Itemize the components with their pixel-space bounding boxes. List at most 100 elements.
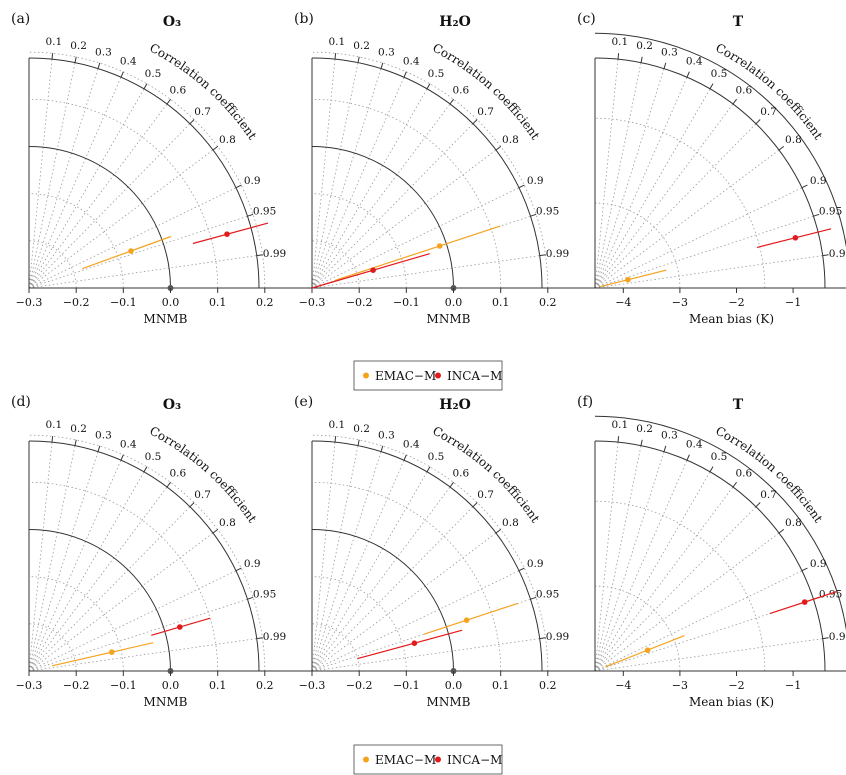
correlation-tick [120,71,124,78]
correlation-tick [97,62,101,69]
x-tick-label: 0.1 [209,296,227,309]
correlation-tick-label: 0.99 [546,248,569,260]
reference-arc [28,146,171,289]
x-tick-label: −0.2 [63,296,90,309]
correlation-tick-label: 0.9 [244,175,261,187]
x-tick-label: −2 [728,679,744,692]
correlation-ray [594,103,734,289]
data-point-emac-m [109,649,115,655]
correlation-tick [495,529,502,534]
x-tick-label: 0.2 [256,679,274,692]
x-axis-title: Mean bias (K) [689,312,774,326]
grid-ring [28,481,219,672]
correlation-tick-label: 0.8 [219,517,236,529]
correlation-tick [778,145,785,151]
correlation-tick-label: 0.4 [403,439,420,451]
data-point-inca-m [801,599,808,605]
correlation-tick-label: 0.6 [735,468,752,480]
correlation-axis-title-path: Correlation coefficient [147,41,259,143]
grid-ring [311,98,502,289]
correlation-tick [709,466,714,473]
legends: EMAC−M INCA−M EMAC−M INCA−M [353,360,502,775]
correlation-tick-label: 0.3 [95,429,112,441]
data-point-inca-m [370,267,376,274]
grid-ring [29,193,124,288]
correlation-tick-label: 0.95 [536,589,559,601]
x-tick-label: 0.0 [445,679,463,692]
curve-label-path [149,51,274,184]
data-point-emac-m [463,617,470,623]
x-tick-label: −1 [785,296,801,309]
grid-ring [28,51,266,289]
correlation-ray [311,59,336,289]
correlation-ray [28,638,257,672]
correlation-tick [709,83,714,90]
correlation-ray [311,255,540,289]
correlation-ray [28,451,99,672]
grid-ring [28,240,77,289]
range-line-emac-m [600,269,667,288]
correlation-ray [594,445,642,672]
x-tick-label: −1 [785,679,801,692]
correlation-ray [28,68,99,289]
correlation-tick-label: 0.6 [735,85,752,97]
correlation-axis-title-path: Correlation coefficient [713,41,825,143]
correlation-ray [594,149,780,289]
panel-title: H₂O [439,14,471,30]
correlation-tick-label: 0.2 [636,423,653,435]
correlation-tick [518,567,525,572]
correlation-tick [801,184,808,189]
correlation-ray [311,62,359,289]
correlation-tick-label: 0.2 [353,40,370,52]
correlation-axis-title: Correlation coefficient [713,424,825,526]
reference-arc [311,529,454,672]
correlation-tick [189,119,195,125]
x-tick-label: −0.1 [110,679,137,692]
correlation-axis-title-path: Correlation coefficient [147,424,259,526]
legend-marker-inca-m [435,756,441,763]
correlation-tick-label: 0.9 [810,175,827,187]
correlation-ray [28,471,145,672]
panel-letter: (c) [577,11,596,27]
correlation-tick [778,529,785,534]
range-line-emac-m [334,225,501,282]
x-axis-title: MNMB [144,695,188,709]
correlation-tick-label: 0.3 [661,46,678,58]
correlation-tick-label: 0.7 [760,489,777,501]
correlation-tick [495,145,502,151]
legend-marker-inca-m [435,372,441,379]
correlation-tick [813,213,820,217]
correlation-tick-label: 0.9 [527,175,544,187]
x-tick-label: −0.1 [110,296,137,309]
correlation-ray [311,445,359,672]
taylor-panel-b: 0.1 0.2 0.3 0.4 0.5 0.6 0.7 0.8 0.9 0.95 0.99 Corre… [294,11,595,326]
correlation-ray [594,255,823,289]
grid-ring [28,623,77,672]
panel-title: O₃ [163,14,181,30]
legend-marker-emac-m [363,372,369,379]
grid-ring [311,51,549,289]
correlation-tick-label: 0.1 [328,36,345,48]
x-tick-label: −0.3 [299,296,326,309]
panel-letter: (f) [577,394,593,410]
range-line-emac-m [81,235,172,270]
correlation-tick-label: 0.95 [819,206,842,218]
outer-arc [28,440,260,672]
outer-arc [28,57,260,289]
correlation-tick-label: 0.4 [686,56,703,68]
x-tick-label: 0.1 [492,679,510,692]
correlation-tick-label: 0.99 [829,248,846,260]
x-tick-label: −0.3 [16,679,43,692]
correlation-tick-label: 0.5 [428,68,445,80]
correlation-ray [28,598,248,672]
correlation-tick-label: 0.2 [70,40,87,52]
x-tick-label: 0.2 [256,296,274,309]
correlation-tick [472,502,478,508]
correlation-ray [594,68,665,289]
grid-ring [595,202,681,288]
outer-arc [311,440,543,672]
outer-arc [311,57,543,289]
correlation-tick [403,454,407,461]
correlation-tick-label: 0.8 [219,134,236,146]
